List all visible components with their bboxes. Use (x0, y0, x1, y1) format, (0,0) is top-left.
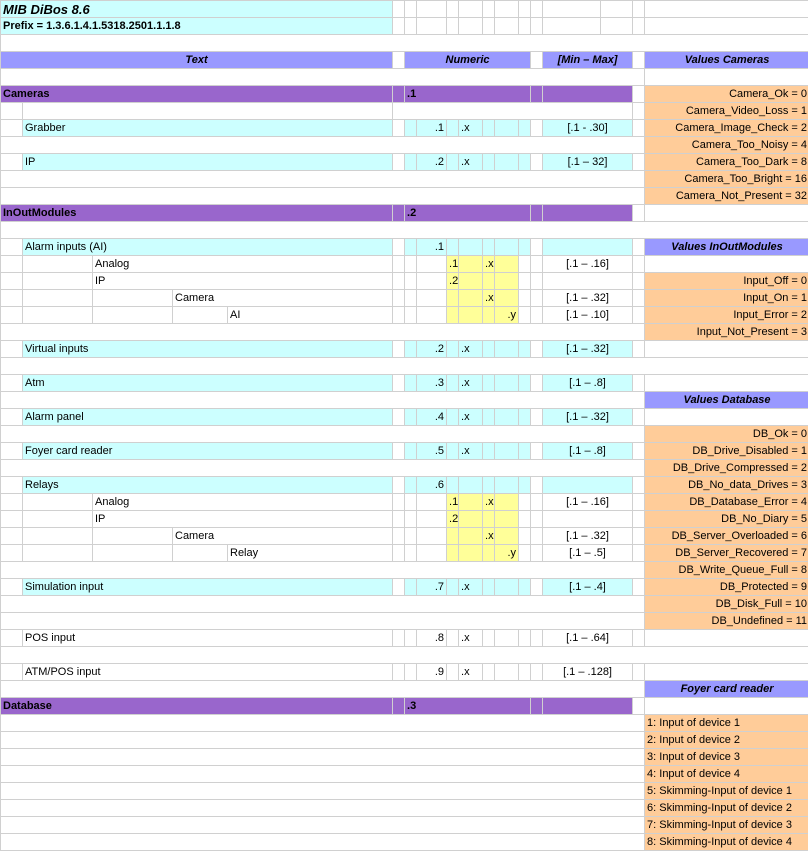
io-foyer: Foyer card reader (23, 443, 393, 460)
valfoyer-5: 6: Skimming-Input of device 2 (645, 800, 808, 817)
mib-table: MIB DiBos 8.6 Prefix = 1.3.6.1.4.1.5318.… (0, 0, 808, 851)
db-num: .3 (405, 698, 531, 715)
valdb-2: DB_Drive_Compressed = 2 (645, 460, 808, 477)
io-ai-analog: Analog (93, 256, 393, 273)
valio-2: Input_Error = 2 (645, 307, 808, 324)
title: MIB DiBos 8.6 (1, 1, 393, 18)
cam-num: .1 (405, 86, 531, 103)
valdb-3: DB_No_data_Drives = 3 (645, 477, 808, 494)
io-atm: Atm (23, 375, 393, 392)
section-database: Database (1, 698, 393, 715)
valfoyer-0: 1: Input of device 1 (645, 715, 808, 732)
hdr-text: Text (1, 52, 393, 69)
valdb-8: DB_Write_Queue_Full = 8 (645, 562, 808, 579)
io-num: .2 (405, 205, 531, 222)
valfoyer-2: 3: Input of device 3 (645, 749, 808, 766)
io-ai-ip: IP (93, 273, 393, 290)
io-ai-ai: AI (228, 307, 393, 324)
io-relays: Relays (23, 477, 393, 494)
valdb-10: DB_Disk_Full = 10 (645, 596, 808, 613)
valcam-0: Camera_Ok = 0 (645, 86, 808, 103)
io-ai-camera: Camera (173, 290, 393, 307)
io-sim: Simulation input (23, 579, 393, 596)
cam-grabber: Grabber (23, 120, 393, 137)
io-pos: POS input (23, 630, 393, 647)
prefix: Prefix = 1.3.6.1.4.1.5318.2501.1.1.8 (1, 18, 393, 35)
valcam-1: Camera_Video_Loss = 1 (645, 103, 808, 120)
io-r-camera: Camera (173, 528, 393, 545)
section-inout: InOutModules (1, 205, 393, 222)
valio-0: Input_Off = 0 (645, 273, 808, 290)
valdb-9: DB_Protected = 9 (645, 579, 808, 596)
io-r-analog: Analog (93, 494, 393, 511)
io-virt: Virtual inputs (23, 341, 393, 358)
hdr-valcam: Values Cameras (645, 52, 808, 69)
valcam-5: Camera_Too_Bright = 16 (645, 171, 808, 188)
section-cameras: Cameras (1, 86, 393, 103)
valfoyer-1: 2: Input of device 2 (645, 732, 808, 749)
hdr-valdb: Values Database (645, 392, 808, 409)
hdr-numeric: Numeric (405, 52, 531, 69)
valcam-4: Camera_Too_Dark = 8 (645, 154, 808, 171)
hdr-valfoyer: Foyer card reader (645, 681, 808, 698)
valdb-11: DB_Undefined = 11 (645, 613, 808, 630)
valfoyer-6: 7: Skimming-Input of device 3 (645, 817, 808, 834)
io-atmpos: ATM/POS input (23, 664, 393, 681)
valdb-6: DB_Server_Overloaded = 6 (645, 528, 808, 545)
valcam-3: Camera_Too_Noisy = 4 (645, 137, 808, 154)
valdb-5: DB_No_Diary = 5 (645, 511, 808, 528)
valfoyer-3: 4: Input of device 4 (645, 766, 808, 783)
valdb-0: DB_Ok = 0 (645, 426, 808, 443)
valcam-6: Camera_Not_Present = 32 (645, 188, 808, 205)
valdb-7: DB_Server_Recovered = 7 (645, 545, 808, 562)
cam-ip: IP (23, 154, 393, 171)
valio-1: Input_On = 1 (645, 290, 808, 307)
valdb-4: DB_Database_Error = 4 (645, 494, 808, 511)
valio-3: Input_Not_Present = 3 (645, 324, 808, 341)
valcam-2: Camera_Image_Check = 2 (645, 120, 808, 137)
io-r-relay: Relay (228, 545, 393, 562)
valfoyer-4: 5: Skimming-Input of device 1 (645, 783, 808, 800)
hdr-minmax: [Min – Max] (543, 52, 633, 69)
valdb-1: DB_Drive_Disabled = 1 (645, 443, 808, 460)
io-ai: Alarm inputs (AI) (23, 239, 393, 256)
io-alarm: Alarm panel (23, 409, 393, 426)
valfoyer-7: 8: Skimming-Input of device 4 (645, 834, 808, 851)
hdr-valio: Values InOutModules (645, 239, 808, 256)
io-r-ip: IP (93, 511, 393, 528)
